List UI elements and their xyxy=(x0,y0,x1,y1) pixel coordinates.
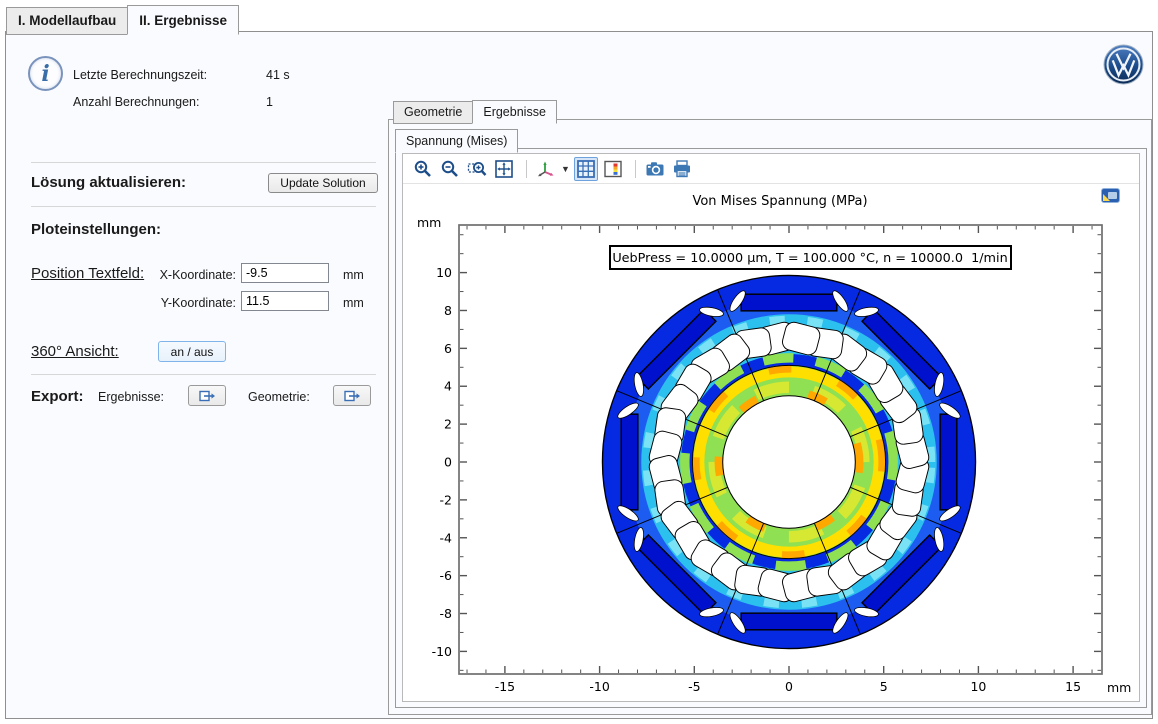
x-coordinate-input[interactable] xyxy=(241,263,329,283)
svg-text:-10: -10 xyxy=(432,644,452,659)
separator xyxy=(31,374,376,375)
plot-annotation: UebPress = 10.0000 µm, T = 100.000 °C, n… xyxy=(610,246,1011,269)
toolbar-separator xyxy=(635,160,636,178)
svg-text:10: 10 xyxy=(436,265,452,280)
results-tab-page: i Letzte Berechnungszeit: 41 s Anzahl Be… xyxy=(5,31,1153,719)
vw-logo xyxy=(1103,44,1144,85)
svg-text:8: 8 xyxy=(444,303,452,318)
tab-spannung-mises[interactable]: Spannung (Mises) xyxy=(395,129,518,153)
separator xyxy=(31,162,376,163)
zoom-extents-button[interactable] xyxy=(492,157,516,181)
plot-settings-heading: Ploteinstellungen: xyxy=(31,221,161,238)
svg-text:15: 15 xyxy=(1065,679,1081,694)
print-button[interactable] xyxy=(670,157,694,181)
y-coordinate-input[interactable] xyxy=(241,291,329,311)
svg-text:-6: -6 xyxy=(440,568,453,583)
plot-group-context-button[interactable] xyxy=(1101,188,1120,203)
zoom-out-button[interactable] xyxy=(438,157,462,181)
viewer-tab-bar: Geometrie Ergebnisse xyxy=(393,100,1154,124)
snapshot-button[interactable] xyxy=(643,157,667,181)
update-solution-button[interactable]: Update Solution xyxy=(268,173,378,193)
y-unit-label: mm xyxy=(343,296,364,310)
view-360-toggle-button[interactable]: an / aus xyxy=(158,341,226,362)
grid-toggle-button[interactable] xyxy=(574,157,598,181)
svg-text:10: 10 xyxy=(970,679,986,694)
tab-modellaufbau[interactable]: I. Modellaufbau xyxy=(6,7,128,35)
x-coordinate-label: X-Koordinate: xyxy=(136,268,236,282)
toolbar-separator xyxy=(526,160,527,178)
x-unit-label: mm xyxy=(343,268,364,282)
svg-text:-5: -5 xyxy=(688,679,700,694)
graphics-toolbar: ▼ xyxy=(403,154,1139,184)
color-legend-toggle-button[interactable] xyxy=(601,157,625,181)
y-coordinate-label: Y-Koordinate: xyxy=(136,296,236,310)
svg-text:-15: -15 xyxy=(495,679,515,694)
svg-text:6: 6 xyxy=(444,341,452,356)
tab-geometrie[interactable]: Geometrie xyxy=(393,101,473,124)
text-position-label: Position Textfeld: xyxy=(31,265,144,282)
y-axis-unit: mm xyxy=(417,215,441,230)
svg-text:-8: -8 xyxy=(440,606,453,621)
svg-text:-2: -2 xyxy=(440,492,452,507)
printer-icon xyxy=(672,159,692,179)
zoom-out-icon xyxy=(440,159,460,179)
last-computation-value: 41 s xyxy=(266,68,290,82)
export-icon xyxy=(199,390,216,402)
rotor-cross-section xyxy=(602,275,975,648)
svg-text:-10: -10 xyxy=(589,679,609,694)
export-geometry-label: Geometrie: xyxy=(248,390,310,404)
grid-icon xyxy=(576,159,596,179)
export-results-button[interactable] xyxy=(188,385,226,406)
plot-canvas[interactable]: Von Mises Spannung (MPa) mm mm -15 -10 -5 0… xyxy=(407,186,1135,698)
color-legend-icon xyxy=(603,159,623,179)
svg-text:0: 0 xyxy=(444,455,452,470)
computation-count-label: Anzahl Berechnungen: xyxy=(73,95,199,109)
svg-text:0: 0 xyxy=(785,679,793,694)
last-computation-label: Letzte Berechnungszeit: xyxy=(73,68,207,82)
tab-viewer-ergebnisse[interactable]: Ergebnisse xyxy=(472,100,557,124)
main-tab-bar: I. Modellaufbau II. Ergebnisse xyxy=(6,5,238,35)
viewer-tab-page: Spannung (Mises) xyxy=(388,119,1152,715)
zoom-box-button[interactable] xyxy=(465,157,489,181)
x-axis-unit: mm xyxy=(1107,680,1131,695)
plot-title: Von Mises Spannung (MPa) xyxy=(692,194,867,209)
view-360-label: 360° Ansicht: xyxy=(31,343,119,360)
zoom-extents-icon xyxy=(494,159,514,179)
von-mises-plot: Von Mises Spannung (MPa) mm mm -15 -10 -5 0… xyxy=(407,186,1135,698)
zoom-in-button[interactable] xyxy=(411,157,435,181)
export-heading: Export: xyxy=(31,388,84,405)
separator xyxy=(31,206,376,207)
export-icon xyxy=(344,390,361,402)
annotation-text: UebPress = 10.0000 µm, T = 100.000 °C, n… xyxy=(612,251,1007,266)
zoom-box-icon xyxy=(467,159,487,179)
tab-ergebnisse[interactable]: II. Ergebnisse xyxy=(127,5,239,35)
zoom-in-icon xyxy=(413,159,433,179)
graphics-widget: ▼ xyxy=(402,153,1140,702)
viewer-panel: Geometrie Ergebnisse Spannung (Mises) xyxy=(388,100,1154,716)
export-results-label: Ergebnisse: xyxy=(98,390,164,404)
plot-tab-page: ▼ xyxy=(395,148,1147,708)
export-geometry-button[interactable] xyxy=(333,385,371,406)
plot-tab-bar: Spannung (Mises) xyxy=(395,129,517,153)
view-orientation-button[interactable] xyxy=(534,157,558,181)
svg-text:2: 2 xyxy=(444,417,452,432)
svg-text:5: 5 xyxy=(880,679,888,694)
app-window: I. Modellaufbau II. Ergebnisse i Letzte … xyxy=(0,0,1158,724)
update-solution-heading: Lösung aktualisieren: xyxy=(31,174,186,191)
svg-text:4: 4 xyxy=(444,379,452,394)
computation-count-value: 1 xyxy=(266,95,273,109)
info-icon: i xyxy=(28,56,63,91)
view-orientation-dropdown[interactable]: ▼ xyxy=(561,164,570,174)
view-orientation-icon xyxy=(536,159,556,179)
camera-icon xyxy=(645,159,665,179)
svg-text:-4: -4 xyxy=(440,530,453,545)
